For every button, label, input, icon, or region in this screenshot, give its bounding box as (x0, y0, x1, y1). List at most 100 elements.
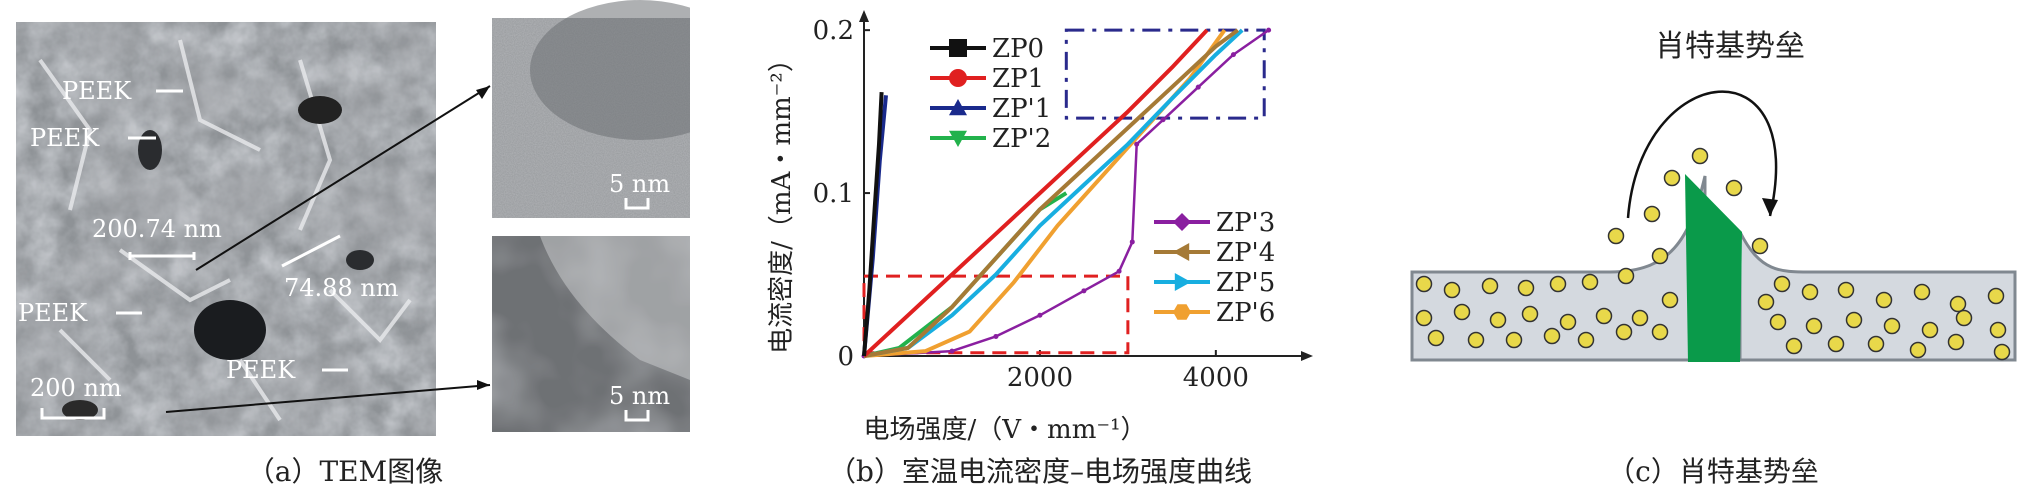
electron (1757, 293, 1775, 311)
electron (1827, 335, 1845, 353)
legend-label: ZP1 (992, 64, 1044, 94)
schottky-barrier (1685, 174, 1742, 362)
legend-label: ZP'4 (1216, 238, 1275, 268)
label-peek-3: PEEK (18, 299, 88, 327)
electron (1947, 333, 1965, 351)
electron (1443, 281, 1461, 299)
caption-a: （a）TEM图像 (246, 455, 444, 488)
electron (1453, 303, 1471, 321)
chart-series (861, 27, 1272, 359)
series-point (1266, 27, 1272, 33)
chart-zoom-boxes (862, 28, 1266, 355)
tem-inset-bottom (492, 236, 690, 432)
y-axis-arrow (859, 10, 869, 22)
electrons (1415, 147, 2011, 361)
jv-chart: 电流密度/（mA・mm⁻²） 电场强度/（V・mm⁻¹） 2000 4000 0 0.… (767, 10, 1313, 445)
series-line-zpp5 (863, 28, 1244, 358)
scale-label-main: 200 nm (30, 374, 122, 402)
series-point (1134, 141, 1140, 147)
x-axis-arrow (1301, 351, 1313, 361)
series-point (1230, 52, 1236, 58)
series-line-zp0 (862, 92, 884, 357)
legend-label: ZP'3 (1216, 208, 1275, 238)
electron (1955, 309, 1973, 327)
series-point (1129, 239, 1135, 245)
electron (1617, 267, 1635, 285)
legend-label: ZP'1 (992, 94, 1051, 124)
electron (1549, 275, 1567, 293)
legend-marker (1173, 304, 1191, 320)
electron (1725, 179, 1743, 197)
electron (1651, 247, 1669, 265)
hop-arrow (1626, 90, 1778, 219)
legend-label: ZP'6 (1216, 298, 1275, 328)
electron (1415, 309, 1433, 327)
electron (1607, 227, 1625, 245)
y-axis-label: 电流密度/（mA・mm⁻²） (767, 46, 797, 354)
label-peek-2: PEEK (30, 124, 100, 152)
electron (1993, 343, 2011, 361)
electron (1489, 311, 1507, 329)
electron (1805, 317, 1823, 335)
diagram-title: 肖特基势垒 (1655, 29, 1805, 64)
y-tick-label: 0 (837, 342, 854, 372)
legend-label: ZP'5 (1216, 268, 1275, 298)
label-distance-200: 200.74 nm (92, 215, 222, 243)
electron (1913, 283, 1931, 301)
series-point (1037, 312, 1043, 318)
series-point (949, 348, 955, 354)
scale-label-inset-top: 5 nm (609, 170, 670, 198)
legend-label: ZP0 (992, 34, 1044, 64)
connector-line-top (195, 85, 491, 271)
electron (1643, 205, 1661, 223)
panel-a-tem: PEEK PEEK PEEK PEEK 200.74 nm 74.88 nm 2… (0, 0, 690, 498)
y-tick-label: 0.1 (813, 179, 854, 209)
legend-marker (949, 69, 967, 87)
legend-label: ZP'2 (992, 124, 1051, 154)
x-tick-label: 2000 (1007, 363, 1073, 393)
electron (1837, 281, 1855, 299)
x-axis-label: 电场强度/（V・mm⁻¹） (864, 415, 1147, 445)
electron (1989, 321, 2007, 339)
electron (1751, 237, 1769, 255)
electron (1517, 279, 1535, 297)
caption-c: （c）肖特基势垒 (1607, 455, 1819, 488)
electron (1577, 331, 1595, 349)
electron (1785, 337, 1803, 355)
electron (1769, 313, 1787, 331)
electron (1505, 331, 1523, 349)
label-distance-74: 74.88 nm (284, 274, 399, 302)
electron (1691, 147, 1709, 165)
tem-figure: PEEK PEEK PEEK PEEK 200.74 nm 74.88 nm 2… (16, 0, 690, 436)
panel-b-chart: 电流密度/（mA・mm⁻²） 电场强度/（V・mm⁻¹） 2000 4000 0 0.… (690, 0, 1390, 498)
legend-marker (1174, 273, 1191, 291)
electron (1867, 335, 1885, 353)
electron (1521, 305, 1539, 323)
legend-marker (949, 39, 967, 57)
series-point (1116, 268, 1122, 274)
tem-main-image (16, 22, 436, 436)
schottky-diagram: 肖特基势垒 (1410, 29, 2017, 362)
series-line-zpp4 (863, 28, 1239, 358)
electron (1631, 309, 1649, 327)
electron (1581, 273, 1599, 291)
electron (1875, 291, 1893, 309)
electron (1987, 287, 2005, 305)
legend-marker (1173, 243, 1190, 261)
legend-marker (1173, 213, 1191, 231)
label-peek-1: PEEK (62, 77, 132, 105)
x-tick-label: 4000 (1183, 363, 1249, 393)
legend-marker (949, 99, 967, 116)
chart-axes: 2000 4000 0 0.1 0.2 (813, 10, 1313, 393)
legend-marker (949, 130, 967, 147)
tem-inset-top (492, 0, 690, 218)
hop-arrowhead (1762, 198, 1778, 216)
electron (1559, 313, 1577, 331)
electron (1543, 327, 1561, 345)
electron (1909, 341, 1927, 359)
series-point (1195, 84, 1201, 90)
series-point (1160, 117, 1166, 123)
electron (1801, 283, 1819, 301)
series-point (1081, 288, 1087, 294)
series-point (993, 333, 999, 339)
